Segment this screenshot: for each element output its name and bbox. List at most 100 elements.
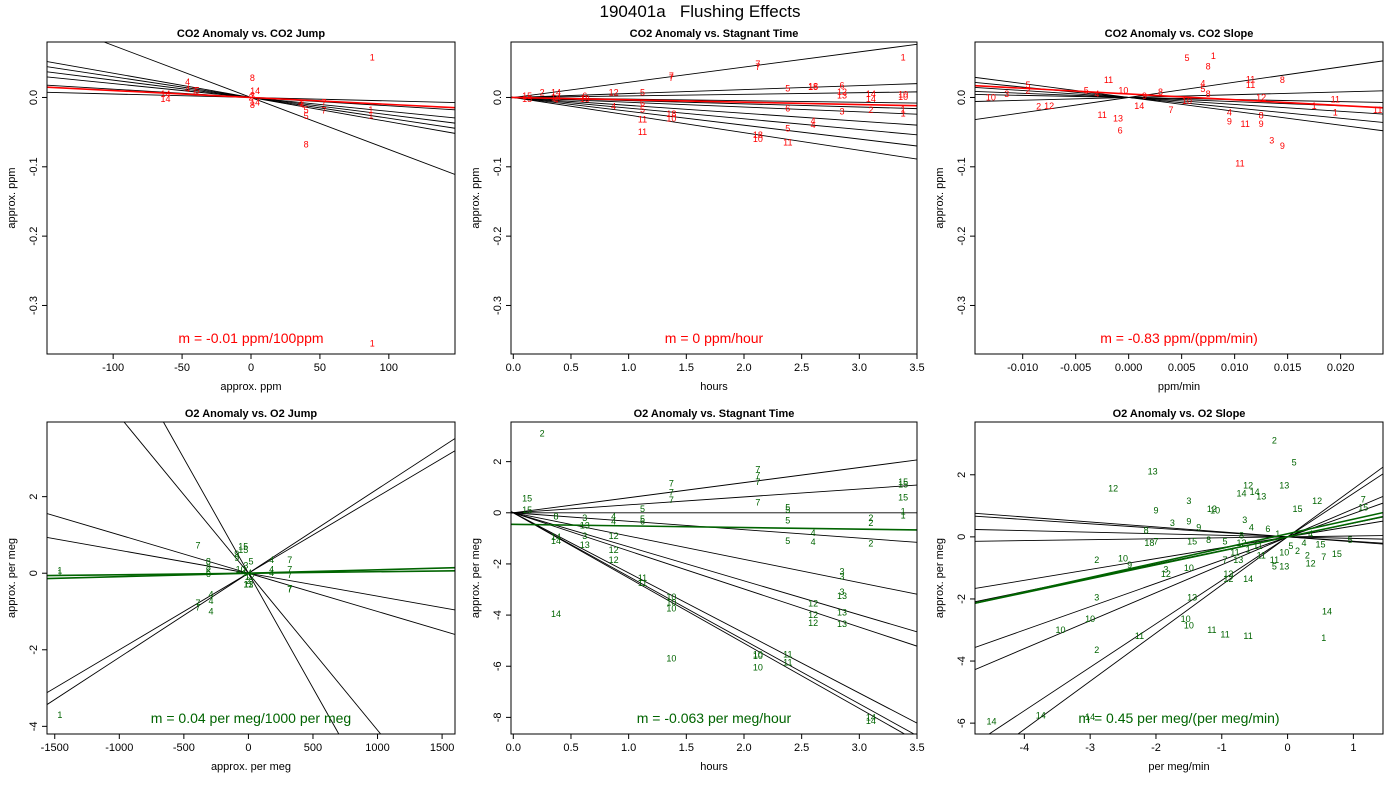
data-point: 3 <box>1094 592 1099 602</box>
data-point: 7 <box>1361 495 1366 505</box>
data-point: 9 <box>1186 516 1191 526</box>
regression-line <box>975 535 1383 542</box>
x-tick-label: 3.0 <box>852 742 867 754</box>
data-point: 11 <box>1135 631 1144 641</box>
data-point: 15 <box>522 94 532 104</box>
data-point: 13 <box>1233 555 1243 565</box>
data-point: 3 <box>582 513 587 523</box>
data-point: 4 <box>185 84 190 94</box>
data-point: 5 <box>1184 53 1189 63</box>
data-point: 13 <box>1279 561 1289 571</box>
data-point: 4 <box>1227 108 1232 118</box>
data-point: 7 <box>755 62 760 72</box>
data-point: 4 <box>208 606 213 616</box>
fit-line <box>47 566 455 580</box>
data-point: 14 <box>1134 101 1144 111</box>
y-tick-label: -0.1 <box>956 157 968 176</box>
data-point: 5 <box>1200 84 1205 94</box>
data-point: 4 <box>1200 79 1205 89</box>
y-tick-label: 0.0 <box>28 90 40 105</box>
data-point: 14 <box>866 94 876 104</box>
data-point: 7 <box>287 555 292 565</box>
regression-line <box>975 529 1383 540</box>
data-point: 13 <box>1113 113 1123 123</box>
data-point: 12 <box>1237 538 1247 548</box>
y-tick-label: -0.1 <box>28 157 40 176</box>
y-tick-label: 2 <box>956 472 968 478</box>
data-point: 12 <box>1108 484 1118 494</box>
data-point: 11 <box>1270 555 1279 565</box>
regression-line <box>511 511 917 724</box>
panel-title: O2 Anomaly vs. O2 Slope <box>1113 408 1246 420</box>
data-point: 5 <box>785 503 790 513</box>
x-tick-label: -4 <box>1019 742 1029 754</box>
panel-title: O2 Anomaly vs. Stagnant Time <box>634 408 795 420</box>
data-point: 5 <box>304 105 309 115</box>
data-point: 7 <box>287 564 292 574</box>
x-tick-label: -3 <box>1085 742 1095 754</box>
data-point: 4 <box>811 120 816 130</box>
data-point: 14 <box>551 532 561 542</box>
regression-line <box>975 60 1383 121</box>
data-point: 1 <box>1312 101 1317 111</box>
data-point: 11 <box>1097 110 1106 120</box>
data-point: 10 <box>753 650 763 660</box>
data-point: 6 <box>1265 524 1270 534</box>
data-point: 14 <box>551 536 561 546</box>
plot-area: 1117777777788664444449915155103212131114 <box>47 422 455 734</box>
data-point: 2 <box>868 105 873 115</box>
x-axis-label: hours <box>700 381 728 393</box>
data-point: 8 <box>206 562 211 572</box>
data-point: 6 <box>582 91 587 101</box>
regression-line <box>511 96 917 136</box>
data-point: 10 <box>898 90 908 100</box>
data-point: 7 <box>755 59 760 69</box>
data-point: 14 <box>1237 488 1247 498</box>
data-point: 12 <box>245 572 255 582</box>
data-point: 11 <box>638 578 647 588</box>
data-point: 1 <box>368 110 373 120</box>
data-point: 7 <box>1223 555 1228 565</box>
panel-title: O2 Anomaly vs. O2 Jump <box>185 408 318 420</box>
x-axis-label: approx. ppm <box>220 381 281 393</box>
data-point: 8 <box>553 512 558 522</box>
data-point: 9 <box>1227 117 1232 127</box>
data-point: 11 <box>638 127 647 137</box>
data-point: 15 <box>238 541 248 551</box>
data-point: 11 <box>1104 75 1113 85</box>
slope-annotation: m = -0.83 ppm/(ppm/min) <box>1100 330 1258 346</box>
x-tick-label: 0.5 <box>563 362 578 374</box>
x-tick-label: -2 <box>1151 742 1161 754</box>
x-tick-label: 0.020 <box>1327 362 1355 374</box>
data-point: 10 <box>666 604 676 614</box>
regression-line <box>511 91 917 98</box>
data-point: 11 <box>1241 119 1250 129</box>
data-point: 3 <box>840 106 845 116</box>
plot-frame <box>510 41 918 355</box>
x-tick-label: -1000 <box>105 742 133 754</box>
data-point: 12 <box>808 610 818 620</box>
plot-area: 111144448881414141455577723 <box>47 42 455 349</box>
regression-line <box>123 422 382 734</box>
data-point: 14 <box>986 717 996 727</box>
data-point: 13 <box>837 619 847 629</box>
data-point: 10 <box>753 134 763 144</box>
data-point: 5 <box>785 536 790 546</box>
data-point: 3 <box>582 531 587 541</box>
x-tick-label: 500 <box>304 742 322 754</box>
data-point: 1 <box>1321 633 1326 643</box>
data-point: 1 <box>1246 544 1251 554</box>
regression-line <box>975 502 1383 648</box>
data-point: 11 <box>1257 550 1266 560</box>
data-point: 5 <box>1292 457 1297 467</box>
data-point: 15 <box>898 492 908 502</box>
data-point: 4 <box>811 528 816 538</box>
data-point: 5 <box>640 88 645 98</box>
data-point: 12 <box>808 618 818 628</box>
data-point: 14 <box>1322 606 1332 616</box>
data-point: 14 <box>866 712 876 722</box>
